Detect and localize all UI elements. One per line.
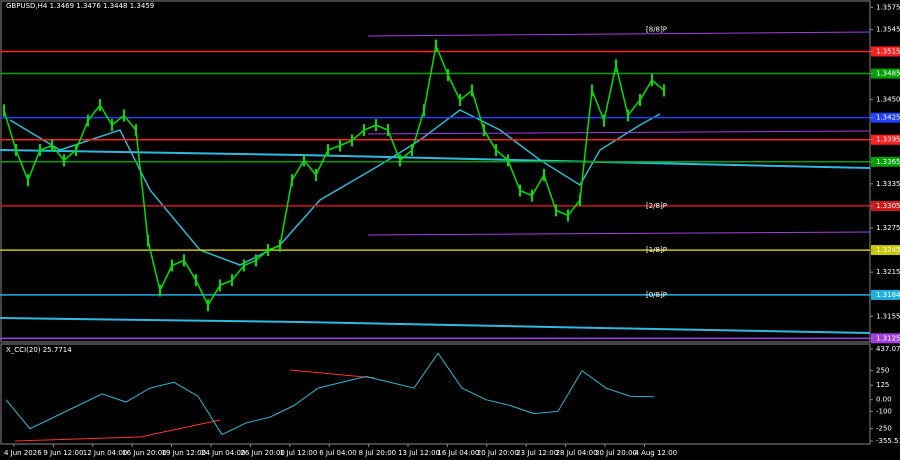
x-tick-label: 19 Jun 12:00 (162, 449, 206, 457)
murrey-label: [0/8]P (646, 291, 667, 299)
y-tick-label: 1.3395 (876, 136, 900, 144)
x-tick-label: 24 Jun 04:00 (201, 449, 245, 457)
level-tag (871, 289, 900, 300)
murrey-label: [8/8]P (646, 25, 667, 33)
x-tick-label: 13 Jul 12:00 (398, 449, 440, 457)
murrey-line (367, 231, 871, 236)
y-tick-label: 1.3425 (876, 114, 900, 122)
level-tag (871, 245, 900, 256)
level-tag (871, 112, 900, 123)
murrey-label: [2/8]P (646, 202, 667, 210)
price-line (3, 42, 665, 307)
x-tick-label: 16 Jun 20:00 (122, 449, 166, 457)
y-tick-label: 1.3515 (876, 47, 900, 55)
x-tick-label: 20 Jul 20:00 (477, 449, 519, 457)
y-tick-label: 1.3155 (876, 312, 900, 320)
x-tick-label: 12 Jun 04:00 (83, 449, 127, 457)
y-tick-label: 1.3450 (876, 95, 900, 103)
divergence-line (14, 436, 141, 442)
y-tick-label: 1.3305 (876, 202, 900, 210)
level-tag (871, 68, 900, 79)
y-tick-label: 1.3125 (876, 334, 900, 342)
cci-tick-label: 437.0745 (876, 345, 900, 353)
y-tick-label: 1.3575 (876, 3, 900, 11)
y-tick-label: 1.3184 (876, 291, 900, 299)
x-tick-label: 30 Jul 20:00 (595, 449, 637, 457)
cci-tick-label: -250 (876, 425, 892, 433)
murrey-label: [1/8]P (646, 246, 667, 254)
cci-tick-label: 0.00 (876, 396, 892, 404)
x-tick-label: 26 Jun 20:00 (240, 449, 284, 457)
symbol-header: GBPUSD,H4 1.3469 1.3476 1.3448 1.3459 (6, 2, 154, 10)
x-tick-label: 1 Jul 12:00 (280, 449, 318, 457)
indicator-title: X_CCI(20) 25.7714 (6, 346, 72, 354)
x-tick-label: 8 Jul 20:00 (359, 449, 397, 457)
cci-line (5, 352, 655, 436)
cci-tick-label: -100 (876, 407, 892, 415)
cci-tick-label: 250 (876, 367, 889, 375)
level-tag (871, 333, 900, 344)
ma-slow (0, 149, 871, 169)
divergence-line (289, 369, 376, 379)
y-tick-label: 1.3485 (876, 70, 900, 78)
cci-tick-label: -355.5132 (876, 437, 900, 445)
x-tick-label: 16 Jul 04:00 (437, 449, 479, 457)
level-tag (871, 134, 900, 145)
y-tick-label: 1.3545 (876, 25, 900, 33)
indicator-frame (0, 343, 871, 445)
level-tag (871, 200, 900, 211)
main-frame (0, 0, 871, 343)
x-tick-label: 28 Jul 04:00 (556, 449, 598, 457)
level-tag (871, 156, 900, 167)
x-tick-label: 23 Jul 12:00 (516, 449, 558, 457)
x-tick-label: 4 Jun 2026 (4, 449, 42, 457)
murrey-line (367, 130, 871, 135)
cci-tick-label: 125 (876, 381, 889, 389)
y-tick-label: 1.3365 (876, 158, 900, 166)
x-tick-label: 9 Jun 12:00 (43, 449, 83, 457)
y-tick-label: 1.3215 (876, 268, 900, 276)
y-tick-label: 1.3245 (876, 246, 900, 254)
divergence-line (139, 419, 221, 438)
murrey-line (367, 31, 871, 37)
y-tick-label: 1.3275 (876, 224, 900, 232)
x-tick-label: 6 Jul 04:00 (319, 449, 357, 457)
level-tag (871, 46, 900, 57)
y-tick-label: 1.3335 (876, 180, 900, 188)
x-tick-label: 4 Aug 12:00 (634, 449, 677, 457)
ma-long (0, 317, 871, 334)
